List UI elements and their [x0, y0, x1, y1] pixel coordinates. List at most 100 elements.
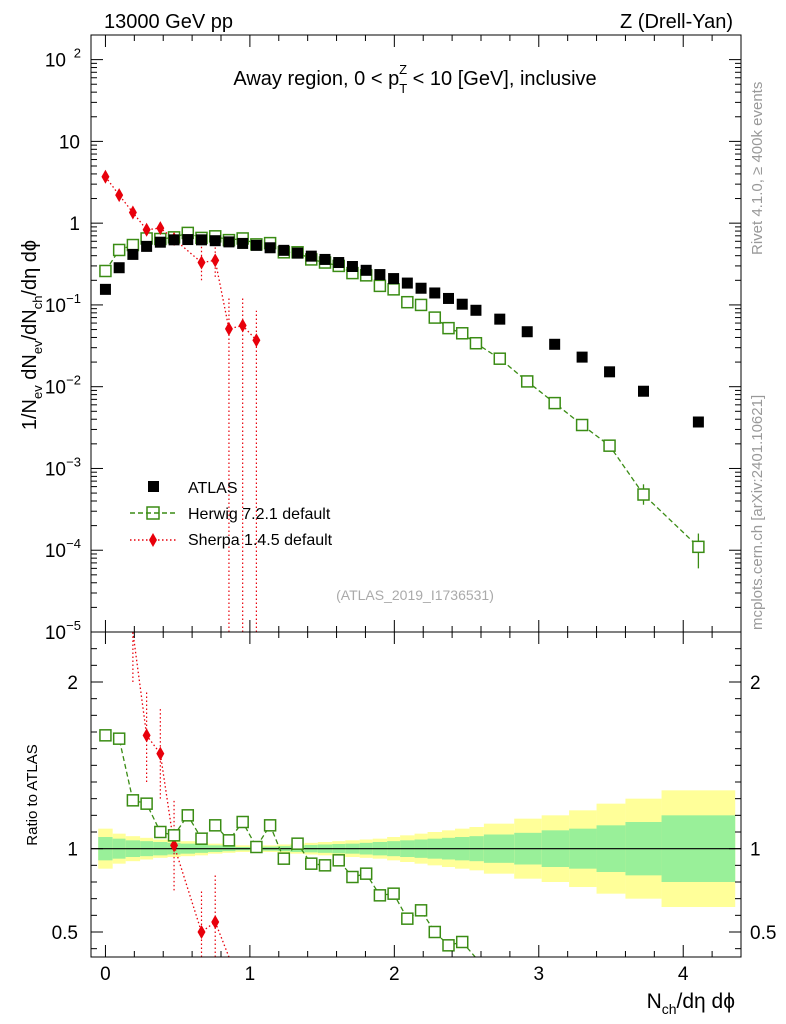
atlas-point	[470, 304, 482, 316]
atlas-point	[638, 385, 649, 397]
herwig-ratio-point	[236, 815, 249, 829]
title-pre: Away region, 0 < p	[233, 68, 399, 90]
herwig-ratio-point	[291, 837, 304, 850]
atlas-point	[319, 253, 331, 265]
sherpa-point	[156, 221, 165, 236]
atlas-point	[401, 277, 413, 289]
legend-atlas-marker	[148, 481, 159, 492]
atlas-point	[692, 416, 704, 428]
ratio-y-tick-label-right: 1	[750, 840, 761, 861]
herwig-point	[469, 336, 483, 350]
herwig-ratio-point	[387, 887, 400, 900]
x-tick-label: 1	[245, 964, 256, 985]
herwig-ratio-point	[277, 852, 291, 865]
atlas-point	[443, 292, 454, 304]
herwig-point	[520, 375, 534, 388]
herwig-point	[428, 311, 442, 324]
sherpa-point	[101, 169, 110, 184]
x-axis-label: Nch/dη dϕ	[647, 990, 735, 1017]
legend-sherpa-marker	[149, 533, 157, 547]
ratio-series-layer	[99, 631, 476, 958]
main-y-tick-label: 10−5	[45, 618, 81, 644]
atlas-point	[604, 366, 616, 378]
herwig-ratio-point	[442, 939, 455, 952]
main-y-tick-exponent: 2	[74, 46, 81, 61]
atlas-point	[292, 247, 304, 259]
atlas-point	[264, 242, 276, 254]
main-y-tick-label: 10−4	[45, 536, 81, 562]
atlas-point	[429, 287, 441, 299]
header-right-label: Z (Drell-Yan)	[620, 11, 733, 33]
atlas-point	[196, 234, 207, 246]
title-sup: Z	[399, 62, 407, 77]
atlas-point	[388, 273, 400, 285]
main-series-layer	[99, 169, 705, 632]
herwig-ratio-point	[112, 732, 126, 745]
herwig-point	[99, 264, 112, 278]
main-title: Away region, 0 < pTZ < 10 [GeV], inclusi…	[233, 62, 596, 96]
herwig-ratio-point	[99, 729, 112, 742]
atlas-point	[360, 264, 372, 276]
herwig-point	[414, 298, 428, 312]
herwig-ratio-point	[332, 854, 345, 867]
sherpa-ratio-line	[132, 631, 230, 958]
herwig-ratio-point	[305, 857, 318, 870]
sherpa-point	[238, 318, 247, 333]
main-y-tick-exponent: −3	[66, 454, 81, 469]
atlas-point	[223, 236, 235, 248]
herwig-ratio-point	[428, 925, 442, 939]
mcplots-label: mcplots.cern.ch [arXiv:2401.10621]	[749, 395, 766, 630]
herwig-ratio-point	[359, 867, 373, 880]
sherpa-ratio-point	[211, 915, 220, 929]
x-tick-label: 3	[533, 964, 544, 985]
x-tick-label: 2	[389, 964, 400, 985]
ratio-frame: 0.5 0.5 1 1 2 2 0 1 2 3 4	[52, 631, 776, 985]
sherpa-ratio-point	[142, 728, 151, 743]
sherpa-ratio-point	[156, 746, 165, 761]
atlas-point	[99, 283, 111, 295]
x-tick-label: 0	[100, 964, 111, 985]
herwig-ratio-point	[181, 809, 195, 822]
herwig-point	[401, 295, 414, 309]
herwig-ratio-point	[263, 819, 277, 832]
herwig-point	[692, 540, 705, 554]
legend-sherpa-label: Sherpa 1.4.5 default	[188, 532, 333, 549]
main-y-axis-label: 1/Nev dNev/dNch/dη dϕ	[19, 240, 45, 430]
sherpa-ratio-point	[197, 925, 206, 939]
main-y-tick-exponent: −2	[66, 373, 81, 388]
legend: ATLAS Herwig 7.2.1 default Sherpa 1.4.5 …	[130, 480, 333, 549]
analysis-watermark: (ATLAS_2019_I1736531)	[336, 587, 494, 603]
herwig-ratio-point	[346, 870, 359, 884]
herwig-ratio-point	[195, 832, 208, 845]
ratio-y-axis-label: Ratio to ATLAS	[24, 744, 41, 845]
main-y-tick-exponent: −5	[66, 618, 81, 633]
herwig-ratio-point	[208, 819, 222, 832]
herwig-ratio-point	[401, 912, 414, 925]
atlas-point	[141, 240, 153, 252]
herwig-point	[493, 352, 507, 365]
atlas-point	[576, 351, 588, 363]
atlas-point	[168, 234, 180, 246]
ratio-panel: 0.5 0.5 1 1 2 2 0 1 2 3 4 Ratio to ATLAS Nch/dη dϕ	[24, 631, 776, 1017]
herwig-point	[548, 396, 561, 410]
legend-herwig-marker	[146, 506, 160, 520]
ratio-y-tick-label: 1	[67, 840, 78, 861]
atlas-point	[305, 250, 317, 262]
main-y-tick-label: 10−2	[45, 373, 81, 399]
herwig-point	[442, 321, 455, 335]
main-y-axis: 10 2 10 1 10−1 10−2 10−3 10−4 10−5	[45, 46, 81, 644]
herwig-ratio-point	[250, 840, 263, 854]
title-sub: T	[399, 81, 407, 96]
herwig-ratio-point	[222, 834, 236, 847]
atlas-point	[237, 237, 249, 249]
herwig-ratio-point	[126, 794, 140, 807]
atlas-point	[374, 269, 386, 281]
herwig-ratio-point	[167, 829, 181, 842]
ratio-y-tick-label: 2	[67, 673, 78, 694]
atlas-point	[494, 313, 506, 325]
herwig-ratio-point	[414, 904, 428, 917]
atlas-point	[415, 282, 427, 294]
atlas-point	[549, 338, 561, 350]
herwig-ratio-point	[140, 797, 153, 810]
